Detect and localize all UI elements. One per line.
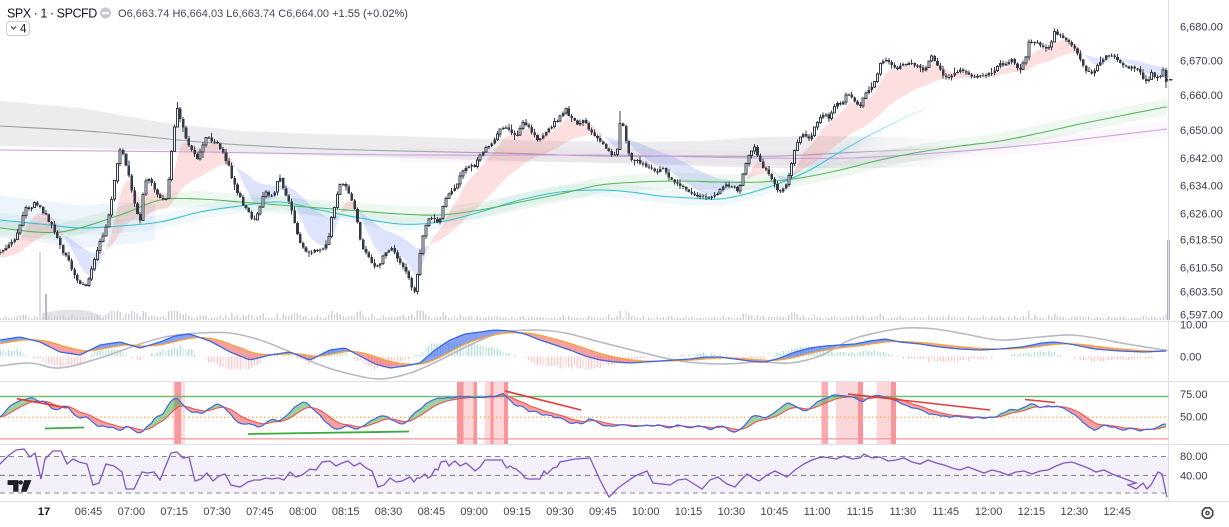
svg-text:75.00: 75.00	[1180, 389, 1208, 401]
svg-text:06:45: 06:45	[75, 506, 103, 518]
svg-text:07:30: 07:30	[203, 506, 231, 518]
svg-text:17: 17	[38, 506, 50, 518]
svg-text:11:30: 11:30	[889, 506, 916, 518]
svg-text:6,618.50: 6,618.50	[1180, 235, 1223, 247]
svg-text:6,660.00: 6,660.00	[1180, 90, 1223, 102]
svg-text:4: 4	[20, 24, 27, 36]
svg-text:11:15: 11:15	[847, 506, 874, 518]
svg-text:6,634.00: 6,634.00	[1180, 181, 1223, 193]
svg-text:12:30: 12:30	[1061, 506, 1089, 518]
svg-text:10:15: 10:15	[675, 506, 703, 518]
svg-text:12:45: 12:45	[1103, 506, 1131, 518]
svg-text:08:45: 08:45	[418, 506, 446, 518]
svg-text:6,670.00: 6,670.00	[1180, 55, 1223, 67]
svg-text:09:00: 09:00	[460, 506, 488, 518]
svg-text:SPX · 1 · SPCFD: SPX · 1 · SPCFD	[7, 7, 97, 21]
svg-text:07:15: 07:15	[160, 506, 188, 518]
svg-text:40.00: 40.00	[1180, 470, 1208, 482]
svg-text:6,680.00: 6,680.00	[1180, 21, 1223, 33]
svg-text:07:45: 07:45	[246, 506, 274, 518]
svg-text:07:00: 07:00	[118, 506, 146, 518]
svg-text:12:15: 12:15	[1018, 506, 1046, 518]
svg-text:80.00: 80.00	[1180, 451, 1208, 463]
svg-text:08:00: 08:00	[289, 506, 317, 518]
svg-text:6,650.00: 6,650.00	[1180, 125, 1223, 137]
svg-text:08:15: 08:15	[332, 506, 360, 518]
svg-text:0.00: 0.00	[1180, 351, 1201, 363]
svg-text:09:45: 09:45	[589, 506, 617, 518]
svg-text:10:45: 10:45	[761, 506, 789, 518]
svg-text:O6,663.74 H6,664.03 L6,663.74: O6,663.74 H6,664.03 L6,663.74 C6,664.00 …	[118, 8, 408, 20]
svg-text:6,610.50: 6,610.50	[1180, 262, 1223, 274]
svg-text:6,603.50: 6,603.50	[1180, 287, 1223, 299]
svg-text:10:00: 10:00	[632, 506, 660, 518]
svg-text:11:45: 11:45	[932, 506, 959, 518]
svg-text:11:00: 11:00	[804, 506, 831, 518]
svg-text:50.00: 50.00	[1180, 411, 1208, 423]
svg-text:6,642.00: 6,642.00	[1180, 153, 1223, 165]
svg-text:09:30: 09:30	[546, 506, 574, 518]
svg-text:09:15: 09:15	[503, 506, 531, 518]
svg-text:10:30: 10:30	[718, 506, 746, 518]
svg-text:10.00: 10.00	[1180, 319, 1208, 331]
svg-text:12:00: 12:00	[975, 506, 1003, 518]
svg-text:6,626.00: 6,626.00	[1180, 209, 1223, 221]
svg-text:08:30: 08:30	[375, 506, 403, 518]
